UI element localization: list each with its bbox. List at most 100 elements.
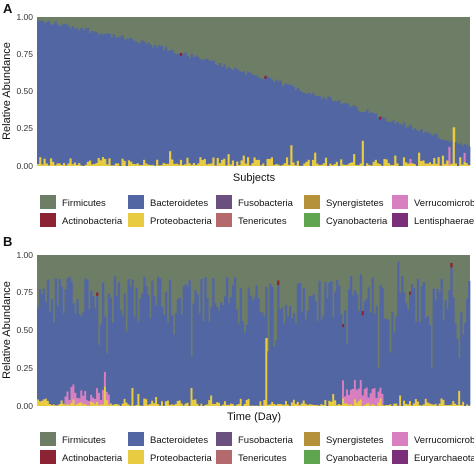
verrucomicrobia-bar <box>66 391 69 404</box>
proteobacteria-bar <box>62 403 65 406</box>
bacteroidetes-bar <box>127 278 130 405</box>
proteobacteria-bar <box>231 403 235 406</box>
proteobacteria-bar <box>355 164 358 166</box>
proteobacteria-bar <box>39 157 42 166</box>
bacteroidetes-bar <box>242 71 246 156</box>
proteobacteria-bar <box>334 400 337 406</box>
proteobacteria-bar <box>159 405 162 406</box>
bacteroidetes-bar <box>379 285 382 388</box>
verrucomicrobia-bar <box>96 388 99 402</box>
proteobacteria-bar <box>450 404 453 406</box>
proteobacteria-bar <box>405 162 408 166</box>
proteobacteria-bar <box>359 399 363 406</box>
proteobacteria-bar <box>316 163 319 166</box>
bacteroidetes-bar <box>269 283 272 405</box>
bacteroidetes-bar <box>349 276 353 390</box>
bacteroidetes-bar <box>308 295 311 405</box>
proteobacteria-bar <box>277 403 280 406</box>
bacteroidetes-bar <box>324 99 328 158</box>
bacteroidetes-bar <box>210 60 213 164</box>
bacteroidetes-bar <box>195 55 198 165</box>
proteobacteria-bar <box>225 404 229 406</box>
proteobacteria-bar <box>105 399 109 406</box>
proteobacteria-bar <box>143 398 146 406</box>
bacteroidetes-bar <box>38 289 42 402</box>
proteobacteria-bar <box>197 163 200 166</box>
bacteroidetes-bar <box>220 302 223 406</box>
proteobacteria-bar <box>433 157 436 166</box>
bacteroidetes-bar <box>188 58 192 164</box>
legend-swatch <box>128 213 144 227</box>
bacteroidetes-bar <box>147 294 150 405</box>
bacteroidetes-bar <box>316 321 319 406</box>
bacteroidetes-bar <box>355 294 359 390</box>
bacteroidetes-bar <box>153 44 157 166</box>
bacteroidetes-bar <box>134 41 137 165</box>
proteobacteria-bar <box>121 158 124 166</box>
proteobacteria-bar <box>367 403 370 406</box>
proteobacteria-bar <box>322 405 325 406</box>
bacteroidetes-bar <box>80 316 83 391</box>
legend-label: Tenericutes <box>238 453 287 464</box>
bacteroidetes-bar <box>296 87 300 161</box>
proteobacteria-bar <box>93 163 96 166</box>
bacteroidetes-bar <box>65 23 68 166</box>
proteobacteria-bar <box>431 164 434 166</box>
bacteroidetes-bar <box>284 304 288 401</box>
legend-label: Verrucomicrobia <box>414 198 474 209</box>
bacteroidetes-bar <box>441 139 445 156</box>
proteobacteria-bar <box>192 399 195 406</box>
proteobacteria-bar <box>322 163 326 166</box>
bacteroidetes-bar <box>157 276 160 404</box>
legend-swatch <box>216 213 232 227</box>
legend-swatch <box>304 432 320 446</box>
proteobacteria-bar <box>76 403 79 406</box>
bacteroidetes-bar <box>243 332 246 404</box>
proteobacteria-bar <box>450 163 454 166</box>
proteobacteria-bar <box>247 157 250 166</box>
proteobacteria-bar <box>71 164 75 166</box>
bacteroidetes-bar <box>260 78 263 166</box>
bacteroidetes-bar <box>301 92 304 166</box>
bacteroidetes-bar <box>171 49 174 160</box>
bacteroidetes-bar <box>353 290 357 380</box>
bacteroidetes-bar <box>346 103 350 165</box>
proteobacteria-bar <box>42 399 46 406</box>
bacteroidetes-bar <box>166 50 170 164</box>
bacteroidetes-bar <box>331 100 334 166</box>
proteobacteria-bar <box>212 403 215 406</box>
bacteroidetes-bar <box>103 316 107 372</box>
legend-label: Bacteroidetes <box>150 198 208 209</box>
verrucomicrobia-bar <box>86 400 89 406</box>
proteobacteria-bar <box>379 398 382 406</box>
panel-a-ytick: 1.00 <box>16 12 33 22</box>
proteobacteria-bar <box>446 160 449 166</box>
panel-b-ytick: 0.75 <box>16 287 33 297</box>
bacteroidetes-bar <box>316 96 319 164</box>
verrucomicrobia-bar <box>92 397 95 403</box>
proteobacteria-bar <box>413 164 417 166</box>
proteobacteria-bar <box>212 157 215 166</box>
proteobacteria-bar <box>357 165 360 166</box>
proteobacteria-bar <box>266 158 270 166</box>
bacteroidetes-bar <box>172 334 176 405</box>
bacteroidetes-bar <box>457 144 460 166</box>
proteobacteria-bar <box>106 164 109 166</box>
proteobacteria-bar <box>143 159 146 166</box>
proteobacteria-bar <box>463 161 467 166</box>
bacteroidetes-bar <box>396 121 399 164</box>
bacteroidetes-bar <box>389 352 392 405</box>
proteobacteria-bar <box>218 402 221 406</box>
proteobacteria-bar <box>461 164 464 166</box>
bacteroidetes-bar <box>446 309 449 406</box>
proteobacteria-bar <box>210 163 213 166</box>
legend-label: Synergistetes <box>326 435 384 446</box>
proteobacteria-bar <box>229 164 233 166</box>
bacteroidetes-bar <box>371 277 374 389</box>
legend-label: Firmicutes <box>62 435 106 446</box>
proteobacteria-bar <box>279 403 282 406</box>
proteobacteria-bar <box>267 404 270 406</box>
proteobacteria-bar <box>86 405 89 406</box>
bacteroidetes-bar <box>229 297 233 404</box>
legend-swatch <box>40 450 56 464</box>
